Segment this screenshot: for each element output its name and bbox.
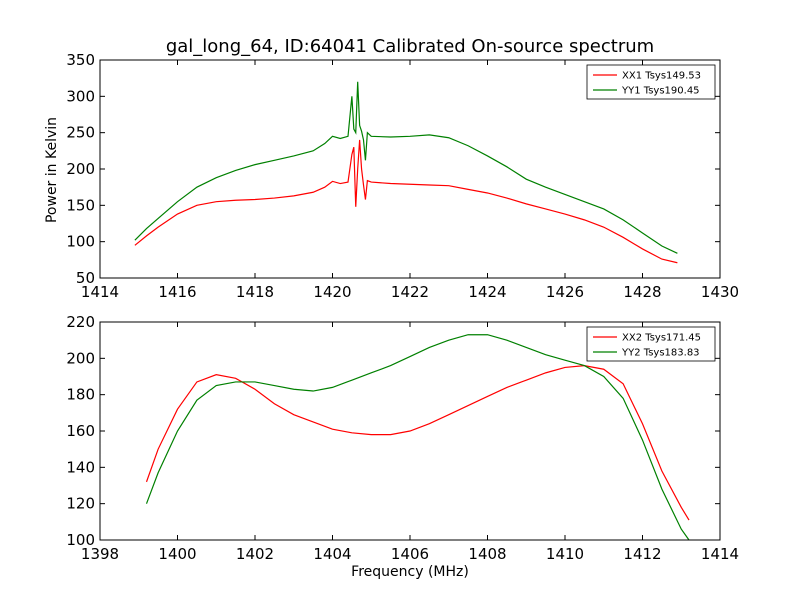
series-line-2-1 (145, 364, 690, 521)
x-tick-label: 1430 (701, 283, 739, 301)
x-axis-label: Frequency (MHz) (351, 564, 469, 580)
y-tick-label: 100 (66, 233, 95, 251)
figure-title: gal_long_64, ID:64041 Calibrated On-sour… (166, 36, 654, 57)
x-tick-label: 1426 (546, 283, 584, 301)
series-line-2-2 (145, 334, 690, 541)
y-tick-label: 220 (66, 313, 95, 331)
series-line-1-2 (134, 81, 678, 254)
x-tick-label: 1418 (236, 283, 274, 301)
x-tick-label: 1404 (313, 545, 351, 563)
x-tick-label: 1414 (701, 545, 739, 563)
subplot-1: 1414 1416 1418 1420 1422 1424 1426 1428 1430 50 10… (66, 51, 739, 301)
legend-box (586, 64, 716, 100)
y-tick-label: 180 (66, 386, 95, 404)
legend-label: YY1 Tsys190.45 (621, 86, 700, 97)
y-tick-label: 150 (66, 196, 95, 214)
y-tick-label: 200 (66, 160, 95, 178)
subplots: 1414 1416 1418 1420 1422 1424 1426 1428 1430 50 10… (66, 51, 739, 563)
y-tick-label: 120 (66, 495, 95, 513)
y-tick-label: 100 (66, 531, 95, 549)
y-tick-label: 160 (66, 422, 95, 440)
y-tick-label: 140 (66, 458, 95, 476)
x-tick-label: 1400 (158, 545, 196, 563)
x-tick-label: 1428 (623, 283, 661, 301)
x-tick-label: 1410 (546, 545, 584, 563)
y-tick-label: 250 (66, 124, 95, 142)
legend-label: XX1 Tsys149.53 (622, 71, 701, 82)
x-tick-label: 1412 (623, 545, 661, 563)
x-tick-label: 1402 (236, 545, 274, 563)
legend-box (586, 326, 716, 362)
subplot-2: 1398 1400 1402 1404 1406 1408 1410 1412 1414 100 1… (66, 313, 739, 563)
x-tick-label: 1408 (468, 545, 506, 563)
y-tick-label: 300 (66, 87, 95, 105)
x-tick-label: 1422 (391, 283, 429, 301)
x-tick-label: 1420 (313, 283, 351, 301)
legend: XX2 Tsys171.45 YY2 Tsys183.83 (586, 326, 716, 362)
x-tick-label: 1416 (158, 283, 196, 301)
legend-label: XX2 Tsys171.45 (622, 333, 701, 344)
y-tick-label: 350 (66, 51, 95, 69)
y-axis-label: Power in Kelvin (44, 117, 60, 223)
y-tick-label: 50 (76, 269, 95, 287)
series-line-1-1 (134, 139, 678, 264)
x-tick-label: 1406 (391, 545, 429, 563)
y-tick-label: 200 (66, 349, 95, 367)
legend-label: YY2 Tsys183.83 (621, 348, 700, 359)
x-tick-label: 1398 (81, 545, 119, 563)
legend: XX1 Tsys149.53 YY1 Tsys190.45 (586, 64, 716, 100)
x-tick-label: 1424 (468, 283, 506, 301)
x-tick-label: 1414 (81, 283, 119, 301)
